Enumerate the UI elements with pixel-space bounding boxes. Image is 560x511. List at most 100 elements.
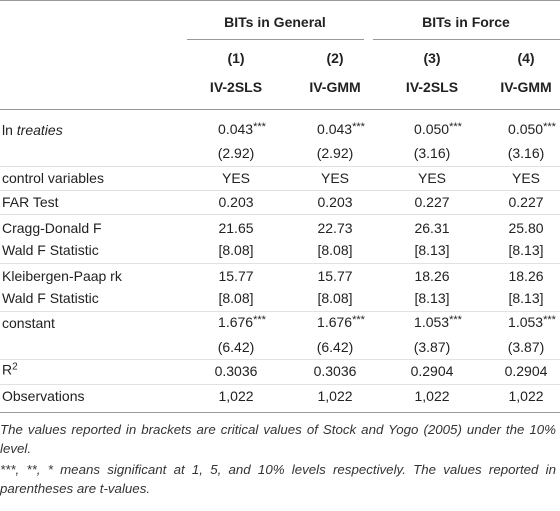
cell: (3.87) [413, 339, 451, 355]
cell: (3.87) [507, 339, 545, 355]
cell: [8.08] [218, 242, 254, 258]
cell: 1.676*** [317, 313, 365, 333]
cell-stars: *** [543, 314, 556, 326]
group-header: BITs in Force [422, 14, 510, 30]
row-separator [0, 190, 560, 191]
row-separator [0, 166, 560, 167]
cell: 1,022 [317, 388, 353, 404]
cell: 0.043*** [218, 120, 266, 140]
label-text: Kleibergen-Paap rk [2, 268, 122, 284]
cell-value: 1.676 [317, 314, 353, 330]
label-text: Wald F Statistic [2, 242, 99, 258]
cell-value: 1.053 [508, 314, 544, 330]
column-model: IV-2SLS [209, 79, 263, 95]
column-number: (4) [517, 50, 535, 66]
note: The values reported in brackets are crit… [0, 422, 556, 456]
label-text: FAR Test [2, 194, 59, 210]
row-separator [0, 384, 560, 385]
cell: [8.08] [317, 290, 353, 306]
cell: YES [221, 170, 251, 186]
cell-stars: *** [352, 314, 365, 326]
label-text: R [2, 361, 13, 378]
header-rule [0, 109, 560, 110]
cell: 1.053*** [508, 313, 556, 333]
cell: 0.227 [414, 194, 450, 210]
cell: 1.676*** [218, 313, 266, 333]
column-number: (3) [423, 50, 441, 66]
cell: 0.043*** [317, 120, 365, 140]
cell: 25.80 [508, 220, 544, 236]
label-text: Cragg-Donald F [2, 220, 102, 236]
cell: 0.2904 [410, 363, 454, 379]
cell-stars: *** [253, 314, 266, 326]
cell: [8.13] [414, 290, 450, 306]
cell: [8.08] [317, 242, 353, 258]
label-superscript: 2 [12, 361, 18, 373]
cell-stars: *** [253, 121, 266, 133]
cell: 0.3036 [313, 363, 357, 379]
group-rule [187, 39, 364, 40]
row-label: R2 [2, 361, 18, 382]
column-model: IV-GMM [309, 79, 361, 95]
top-rule [0, 0, 560, 1]
cell: 0.227 [508, 194, 544, 210]
cell: 26.31 [414, 220, 450, 236]
cell-value: 1.053 [414, 314, 450, 330]
cell: (3.16) [413, 145, 451, 161]
group-rule [373, 39, 560, 40]
row-separator [0, 359, 560, 360]
cell: 0.203 [218, 194, 254, 210]
cell: 0.3036 [214, 363, 258, 379]
cell: YES [417, 170, 447, 186]
cell: 1,022 [218, 388, 254, 404]
column-number: (1) [227, 50, 245, 66]
cell: 18.26 [414, 268, 450, 284]
cell: (2.92) [316, 145, 354, 161]
cell-value: 1.676 [218, 314, 254, 330]
row-separator [0, 263, 560, 264]
cell: 15.77 [218, 268, 254, 284]
row-separator [0, 311, 560, 312]
cell: (3.16) [507, 145, 545, 161]
label-text: constant [2, 315, 55, 331]
label-text: Observations [2, 388, 85, 404]
row-label: Wald F Statistic [2, 289, 99, 307]
cell: 0.2904 [504, 363, 548, 379]
cell: 1,022 [414, 388, 450, 404]
cell-stars: *** [449, 314, 462, 326]
cell: 0.050*** [414, 120, 462, 140]
cell: 1,022 [508, 388, 544, 404]
row-label: Cragg-Donald F [2, 219, 102, 237]
row-label: Observations [2, 387, 84, 405]
row-label: constant [2, 314, 55, 332]
note: ***, **, * means significant at 1, 5, an… [0, 462, 556, 496]
cell-value: 0.043 [317, 121, 353, 137]
column-model: IV-2SLS [405, 79, 459, 95]
cell-stars: *** [449, 121, 462, 133]
cell: [8.13] [414, 242, 450, 258]
cell: (6.42) [217, 339, 255, 355]
cell: [8.13] [508, 290, 544, 306]
cell: 15.77 [317, 268, 353, 284]
label-text: control variables [2, 170, 104, 186]
cell-stars: *** [352, 121, 365, 133]
cell: 0.050*** [508, 120, 556, 140]
cell: YES [320, 170, 350, 186]
cell: [8.13] [508, 242, 544, 258]
cell-value: 0.050 [414, 121, 450, 137]
cell: 18.26 [508, 268, 544, 284]
cell: (2.92) [217, 145, 255, 161]
row-label: control variables [2, 169, 104, 187]
cell-value: 0.043 [218, 121, 254, 137]
row-label: Kleibergen-Paap rk [2, 267, 122, 285]
row-label: ln treaties [2, 121, 63, 139]
group-header: BITs in General [224, 14, 326, 30]
cell: 1.053*** [414, 313, 462, 333]
label-italic: treaties [16, 122, 63, 138]
label-text: ln [2, 122, 13, 138]
cell: [8.08] [218, 290, 254, 306]
row-label: FAR Test [2, 193, 59, 211]
cell: 22.73 [317, 220, 353, 236]
row-separator [0, 214, 560, 215]
label-text: Wald F Statistic [2, 290, 99, 306]
